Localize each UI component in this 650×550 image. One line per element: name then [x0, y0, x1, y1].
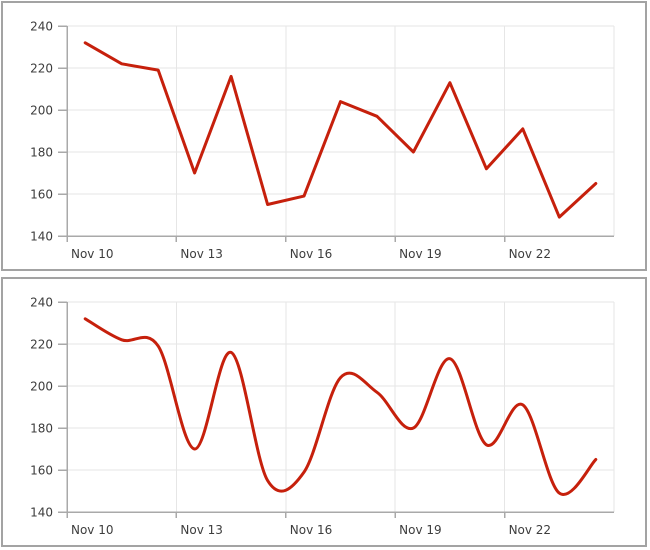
- spline-chart: 140 160 180 200 220 240 Nov 10 Nov 13 Nov 16 Nov …: [30, 296, 615, 537]
- y-axis-tick-label: 180: [30, 422, 53, 436]
- x-axis-tick-label: Nov 13: [180, 523, 223, 537]
- x-axis-tick-label: Nov 16: [290, 247, 333, 261]
- y-axis-tick-label: 140: [30, 230, 53, 244]
- line-chart-panel: 140 160 180 200 220 240 Nov 10 Nov 13 Nov 16 Nov …: [1, 1, 647, 271]
- x-axis-tick-label: Nov 22: [509, 247, 552, 261]
- x-axis-tick-label: Nov 10: [71, 247, 114, 261]
- y-axis-tick-label: 200: [30, 104, 53, 118]
- y-axis-tick-label: 160: [30, 464, 53, 478]
- y-axis-tick-label: 200: [30, 380, 53, 394]
- line-series-line: [83, 41, 598, 219]
- y-axis-tick-label: 140: [30, 506, 53, 520]
- line-chart: 140 160 180 200 220 240 Nov 10 Nov 13 Nov 16 Nov …: [30, 20, 615, 261]
- x-axis-tick-label: Nov 19: [399, 247, 442, 261]
- x-axis-tick-label: Nov 13: [180, 247, 223, 261]
- spline-series-line: [83, 317, 598, 496]
- x-axis-tick-label: Nov 10: [71, 523, 114, 537]
- y-axis-tick-label: 240: [30, 296, 53, 310]
- x-axis-tick-label: Nov 22: [509, 523, 552, 537]
- x-axis-tick-label: Nov 16: [290, 523, 333, 537]
- y-axis-tick-label: 160: [30, 188, 53, 202]
- y-axis-tick-label: 220: [30, 338, 53, 352]
- y-axis-tick-label: 240: [30, 20, 53, 34]
- y-axis-tick-label: 220: [30, 62, 53, 76]
- spline-chart-panel: 140 160 180 200 220 240 Nov 10 Nov 13 Nov 16 Nov …: [1, 277, 647, 547]
- x-axis-tick-label: Nov 19: [399, 523, 442, 537]
- y-axis-tick-label: 180: [30, 146, 53, 160]
